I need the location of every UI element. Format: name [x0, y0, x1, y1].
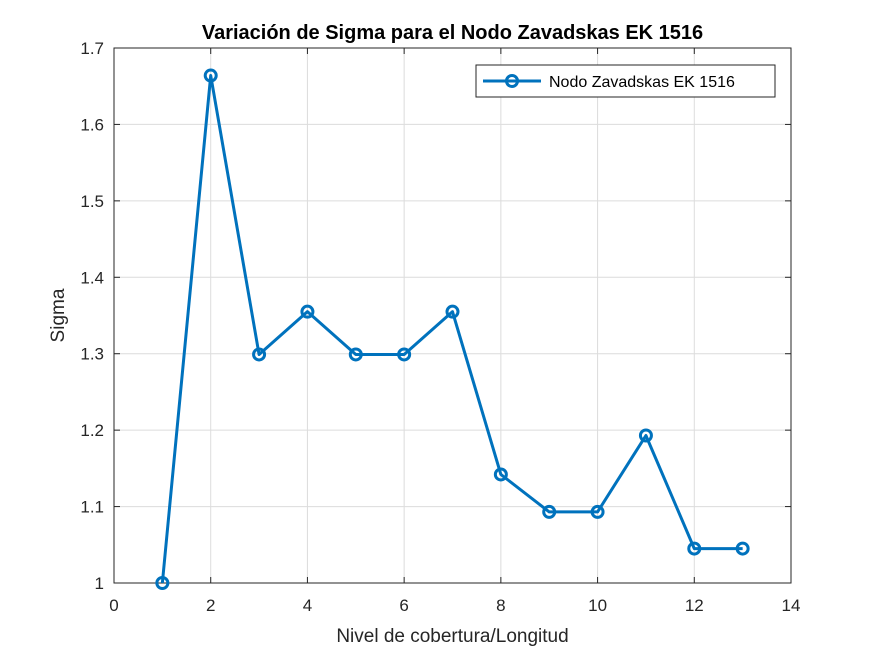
y-tick-label: 1.1	[80, 498, 104, 517]
x-tick-label: 2	[206, 596, 215, 615]
x-axis-label: Nivel de cobertura/Longitud	[336, 626, 568, 647]
legend-entry: Nodo Zavadskas EK 1516	[549, 74, 735, 91]
x-tick-label: 10	[588, 596, 607, 615]
y-tick-label: 1	[95, 574, 104, 593]
data-point	[638, 428, 653, 443]
y-tick-label: 1.7	[80, 39, 104, 58]
y-tick-label: 1.6	[80, 115, 104, 134]
legend: Nodo Zavadskas EK 1516	[475, 64, 776, 98]
x-tick-label: 12	[685, 596, 704, 615]
ticks: 0 2 4 6 8 10 12 14 1 1.1 1.2 1.3 1.4 1.5 1.6 1.7	[80, 39, 800, 615]
y-tick-label: 1.4	[80, 268, 104, 287]
data-point	[252, 347, 267, 362]
y-tick-label: 1.2	[80, 421, 104, 440]
chart-title: Variación de Sigma para el Nodo Zavadska…	[202, 22, 703, 44]
data-point	[445, 304, 460, 319]
data-point	[687, 541, 702, 556]
data-point	[155, 576, 170, 590]
data-point	[542, 504, 557, 519]
series-line	[160, 74, 743, 584]
data-point	[348, 347, 363, 362]
data-point	[397, 347, 412, 362]
x-tick-label: 14	[782, 596, 801, 615]
y-axis-label: Sigma	[48, 288, 69, 342]
data-point	[300, 304, 315, 319]
series-layer	[155, 68, 750, 590]
x-tick-label: 0	[109, 596, 118, 615]
grid	[114, 48, 791, 583]
legend-marker	[505, 74, 519, 88]
data-point	[735, 541, 750, 556]
x-tick-label: 8	[496, 596, 505, 615]
x-tick-label: 4	[303, 596, 312, 615]
y-tick-label: 1.3	[80, 345, 104, 364]
data-point	[590, 504, 605, 519]
axes-box	[113, 47, 792, 584]
y-tick-label: 1.5	[80, 192, 104, 211]
data-point	[493, 467, 508, 482]
data-point	[203, 68, 218, 83]
x-tick-label: 6	[399, 596, 408, 615]
